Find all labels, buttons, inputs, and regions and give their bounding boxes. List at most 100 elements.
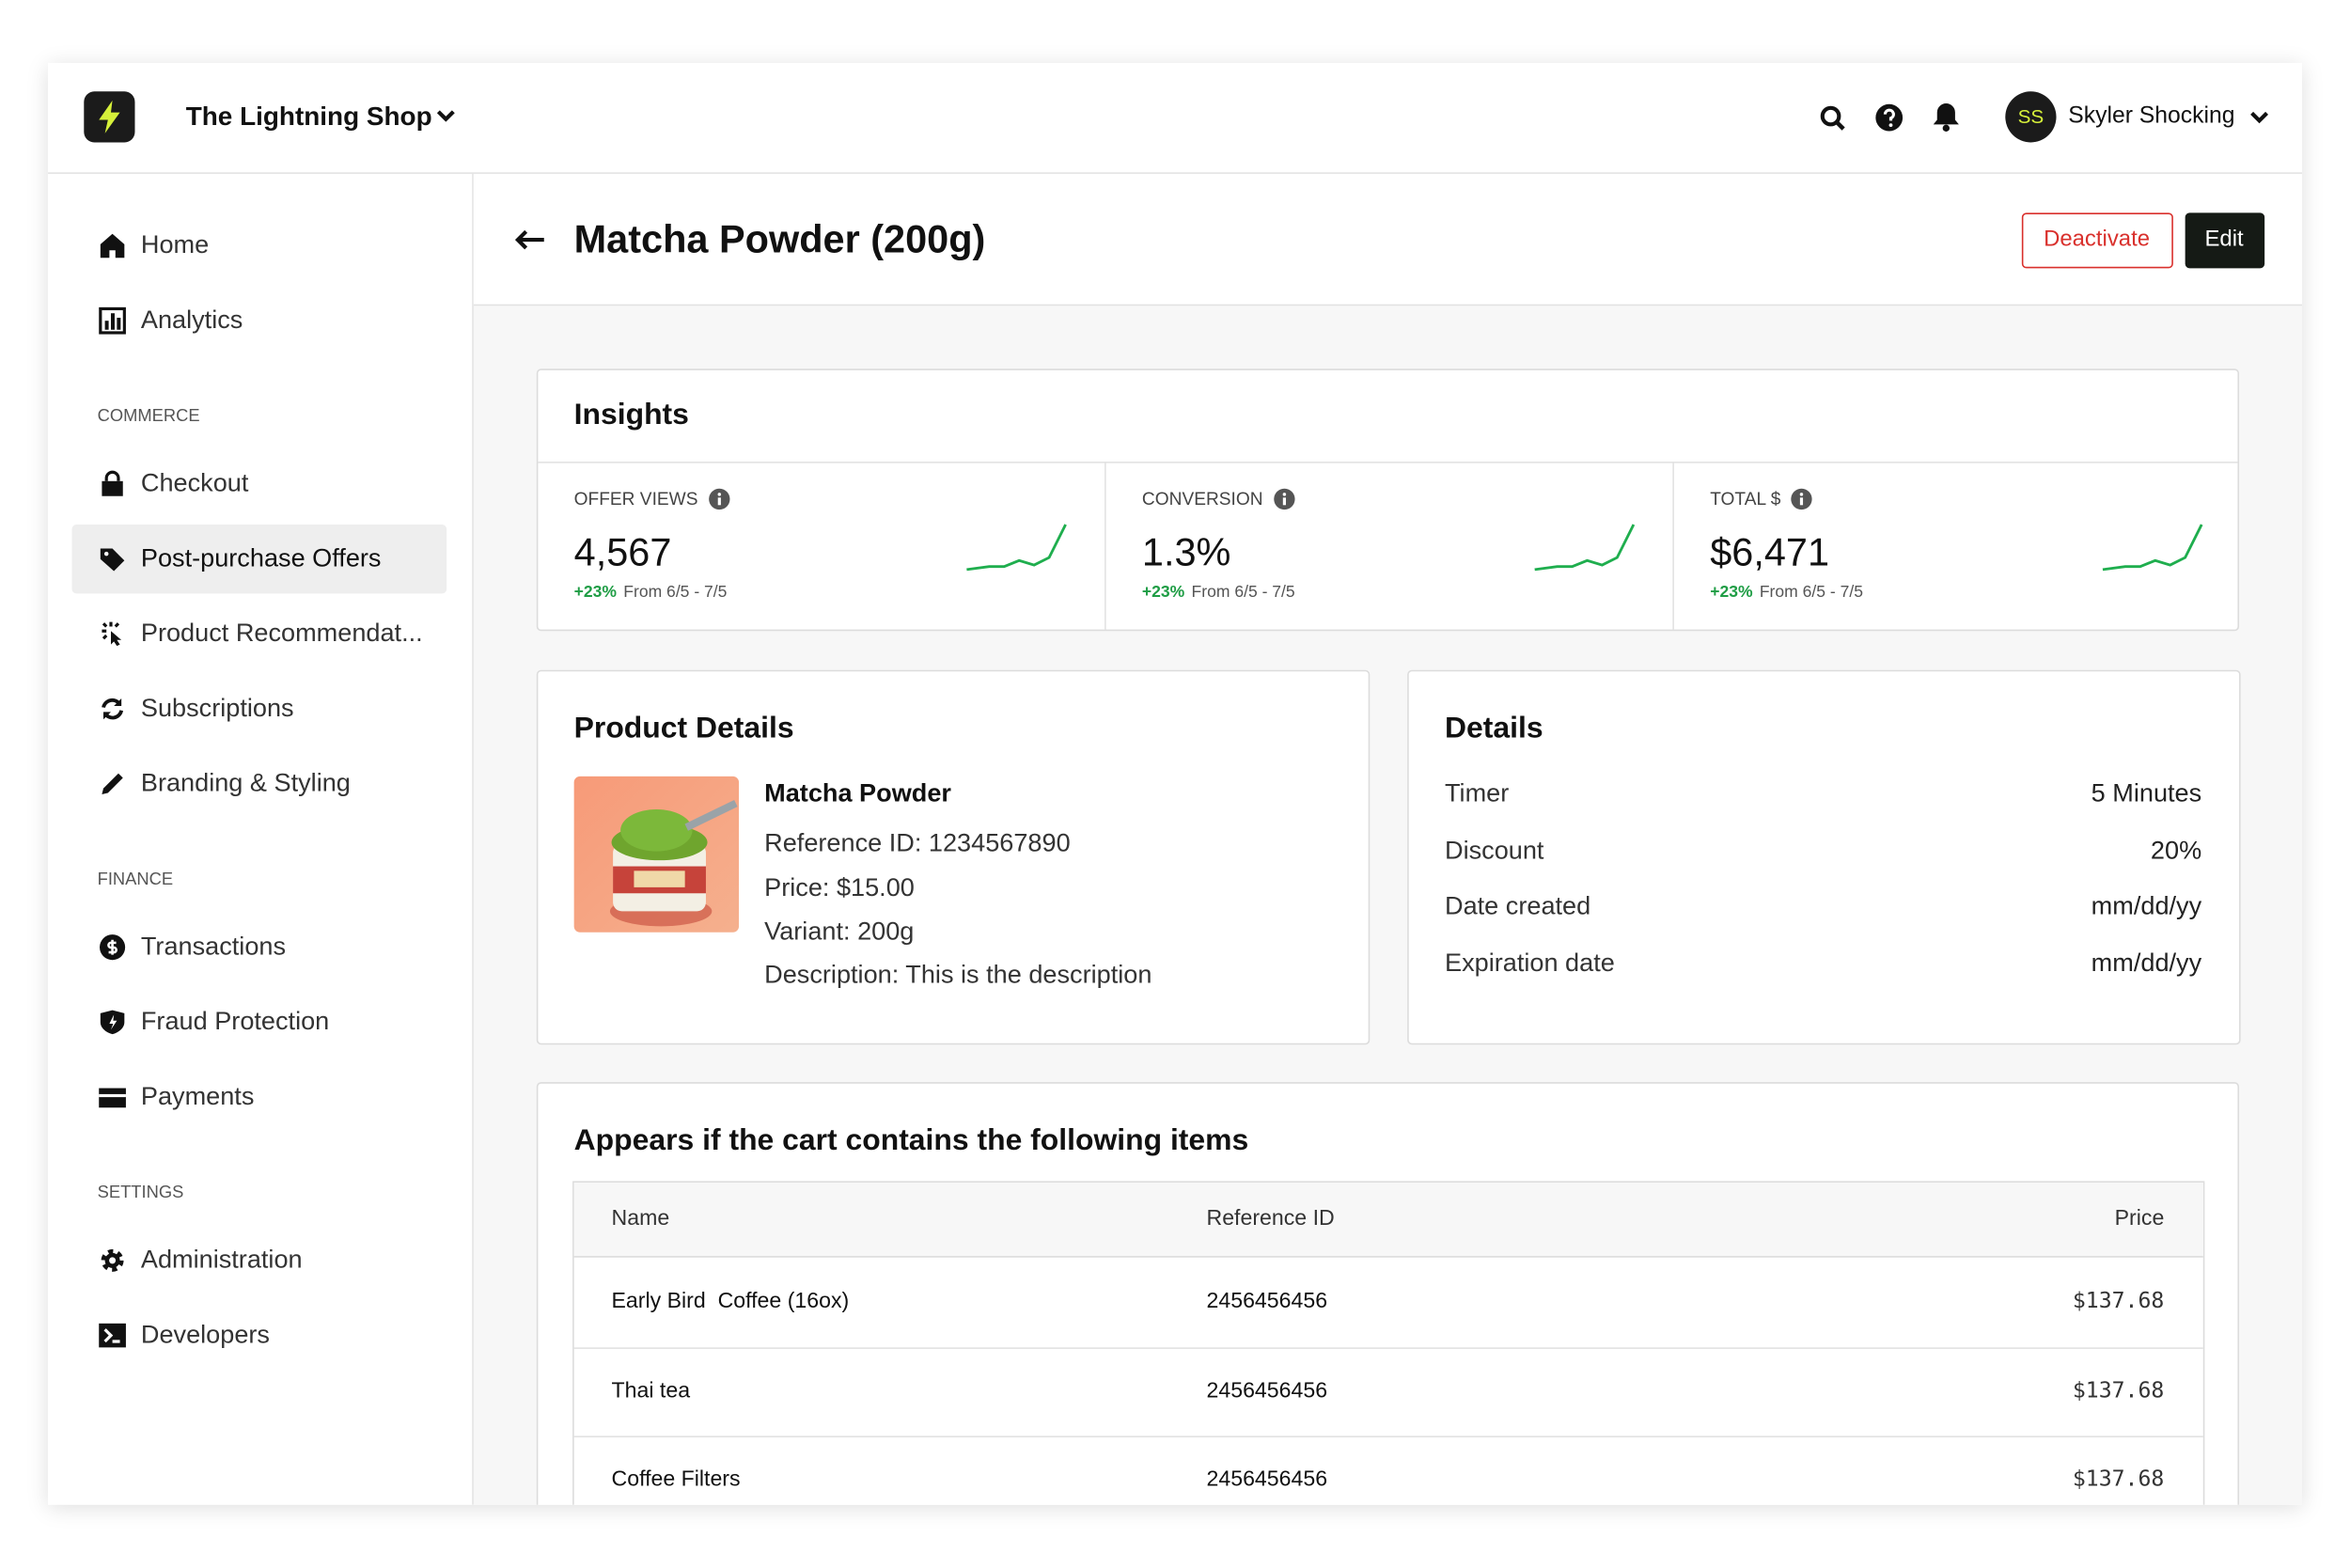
divider bbox=[1672, 462, 1674, 630]
nav-icon[interactable] bbox=[99, 1084, 126, 1111]
sparkline bbox=[2102, 524, 2203, 572]
metric-value: 1.3% bbox=[1141, 529, 1231, 575]
product-name: Matcha Powder bbox=[764, 778, 951, 808]
metric-label: CONVERSION bbox=[1141, 488, 1263, 510]
table-cell: Thai tea bbox=[611, 1378, 691, 1403]
header-bar bbox=[48, 62, 2302, 174]
column-header: Reference ID bbox=[1206, 1206, 1335, 1231]
product-detail-line: Variant: 200g bbox=[764, 917, 915, 946]
nav-section-heading: COMMERCE bbox=[97, 407, 200, 426]
detail-label: Timer bbox=[1445, 778, 1510, 808]
detail-value: mm/dd/yy bbox=[2091, 891, 2202, 920]
column-header: Price bbox=[2114, 1206, 2165, 1231]
info-icon bbox=[1274, 488, 1295, 510]
detail-value: 5 Minutes bbox=[2091, 778, 2202, 808]
nav-icon[interactable] bbox=[99, 470, 126, 498]
metric-value: $6,471 bbox=[1710, 529, 1830, 575]
metric-period: From 6/5 - 7/5 bbox=[1191, 583, 1295, 603]
nav-item[interactable]: Transactions bbox=[140, 932, 287, 961]
user-chevron[interactable] bbox=[2249, 111, 2269, 124]
edit-button[interactable] bbox=[2185, 212, 2265, 269]
table-cell: $137.68 bbox=[2072, 1467, 2165, 1492]
metric-period: From 6/5 - 7/5 bbox=[623, 583, 728, 603]
info-icon bbox=[1791, 488, 1812, 510]
nav-item-active bbox=[71, 525, 447, 594]
row-divider bbox=[573, 1435, 2203, 1438]
table-cell: $137.68 bbox=[2072, 1289, 2165, 1314]
table-header bbox=[573, 1182, 2203, 1258]
nav-item[interactable]: Post-purchase Offers bbox=[140, 543, 382, 572]
table-cell: 2456456456 bbox=[1206, 1378, 1328, 1403]
info-icon bbox=[709, 488, 730, 510]
nav-item[interactable]: Payments bbox=[140, 1081, 255, 1111]
product-detail-line: Reference ID: 1234567890 bbox=[764, 828, 1071, 857]
sparkline bbox=[966, 524, 1067, 572]
card-title: Details bbox=[1445, 712, 1543, 745]
nav-icon[interactable] bbox=[99, 1247, 126, 1275]
nav-item[interactable]: Analytics bbox=[140, 305, 243, 335]
divider bbox=[1104, 462, 1106, 630]
deactivate-label: Deactivate bbox=[2044, 226, 2151, 252]
metric-label: OFFER VIEWS bbox=[573, 488, 698, 510]
metric-period: From 6/5 - 7/5 bbox=[1759, 583, 1863, 603]
table-cell: Early Bird Coffee (16ox) bbox=[611, 1289, 850, 1314]
product-detail-line: Description: This is the description bbox=[764, 960, 1152, 989]
nav-icon[interactable] bbox=[99, 620, 126, 648]
nav-item[interactable]: Developers bbox=[140, 1320, 270, 1349]
nav-icon[interactable] bbox=[99, 1322, 126, 1349]
edit-label: Edit bbox=[2204, 226, 2244, 252]
detail-label: Date created bbox=[1445, 891, 1591, 920]
card-title: Appears if the cart contains the followi… bbox=[573, 1123, 1249, 1157]
product-detail-line: Price: $15.00 bbox=[764, 873, 915, 902]
nav-item[interactable]: Home bbox=[140, 230, 210, 259]
insights-card bbox=[536, 368, 2240, 632]
detail-label: Expiration date bbox=[1445, 948, 1615, 978]
details-card bbox=[1407, 669, 2241, 1045]
product-image bbox=[573, 776, 740, 933]
detail-label: Discount bbox=[1445, 836, 1544, 865]
nav-item[interactable]: Fraud Protection bbox=[140, 1007, 330, 1036]
help-icon[interactable] bbox=[1875, 103, 1904, 132]
nav-icon[interactable] bbox=[99, 771, 126, 798]
metric-change: +23% bbox=[1710, 583, 1753, 603]
card-title: Insights bbox=[573, 399, 689, 432]
shop-chevron[interactable] bbox=[436, 109, 456, 122]
nav-icon[interactable] bbox=[99, 1009, 126, 1036]
table-cell: $137.68 bbox=[2072, 1378, 2165, 1403]
nav-section-heading: FINANCE bbox=[97, 870, 174, 889]
back-arrow[interactable] bbox=[514, 229, 545, 250]
detail-value: 20% bbox=[2150, 836, 2202, 865]
shop-name[interactable]: The Lightning Shop bbox=[185, 101, 432, 132]
table-cell: 2456456456 bbox=[1206, 1467, 1328, 1492]
nav-icon[interactable] bbox=[99, 545, 126, 572]
table-cell: 2456456456 bbox=[1206, 1289, 1328, 1314]
search-icon[interactable] bbox=[1820, 105, 1847, 133]
detail-value: mm/dd/yy bbox=[2091, 948, 2202, 978]
sidebar bbox=[48, 173, 474, 1505]
nav-item[interactable]: Administration bbox=[140, 1245, 303, 1274]
user-name[interactable]: Skyler Shocking bbox=[2068, 102, 2235, 129]
nav-item[interactable]: Branding & Styling bbox=[140, 768, 351, 797]
metric-change: +23% bbox=[573, 583, 618, 603]
nav-icon[interactable] bbox=[99, 232, 126, 259]
divider bbox=[538, 462, 2238, 463]
avatar-initials: SS bbox=[2017, 104, 2044, 128]
notifications-icon[interactable] bbox=[1932, 102, 1960, 132]
nav-item[interactable]: Subscriptions bbox=[140, 693, 294, 723]
nav-item[interactable]: Checkout bbox=[140, 468, 249, 498]
card-title: Product Details bbox=[573, 712, 794, 745]
nav-icon[interactable] bbox=[99, 933, 126, 961]
nav-icon[interactable] bbox=[99, 696, 126, 723]
deactivate-button[interactable] bbox=[2021, 212, 2173, 269]
nav-section-heading: SETTINGS bbox=[97, 1184, 184, 1202]
nav-icon[interactable] bbox=[99, 306, 126, 335]
logo bbox=[84, 91, 135, 143]
table-cell: Coffee Filters bbox=[611, 1467, 741, 1492]
metric-value: 4,567 bbox=[573, 529, 672, 575]
nav-item[interactable]: Product Recommendat... bbox=[140, 619, 423, 648]
title-bar bbox=[473, 173, 2302, 306]
avatar[interactable] bbox=[2005, 91, 2057, 143]
metric-change: +23% bbox=[1141, 583, 1185, 603]
column-header: Name bbox=[611, 1206, 670, 1231]
